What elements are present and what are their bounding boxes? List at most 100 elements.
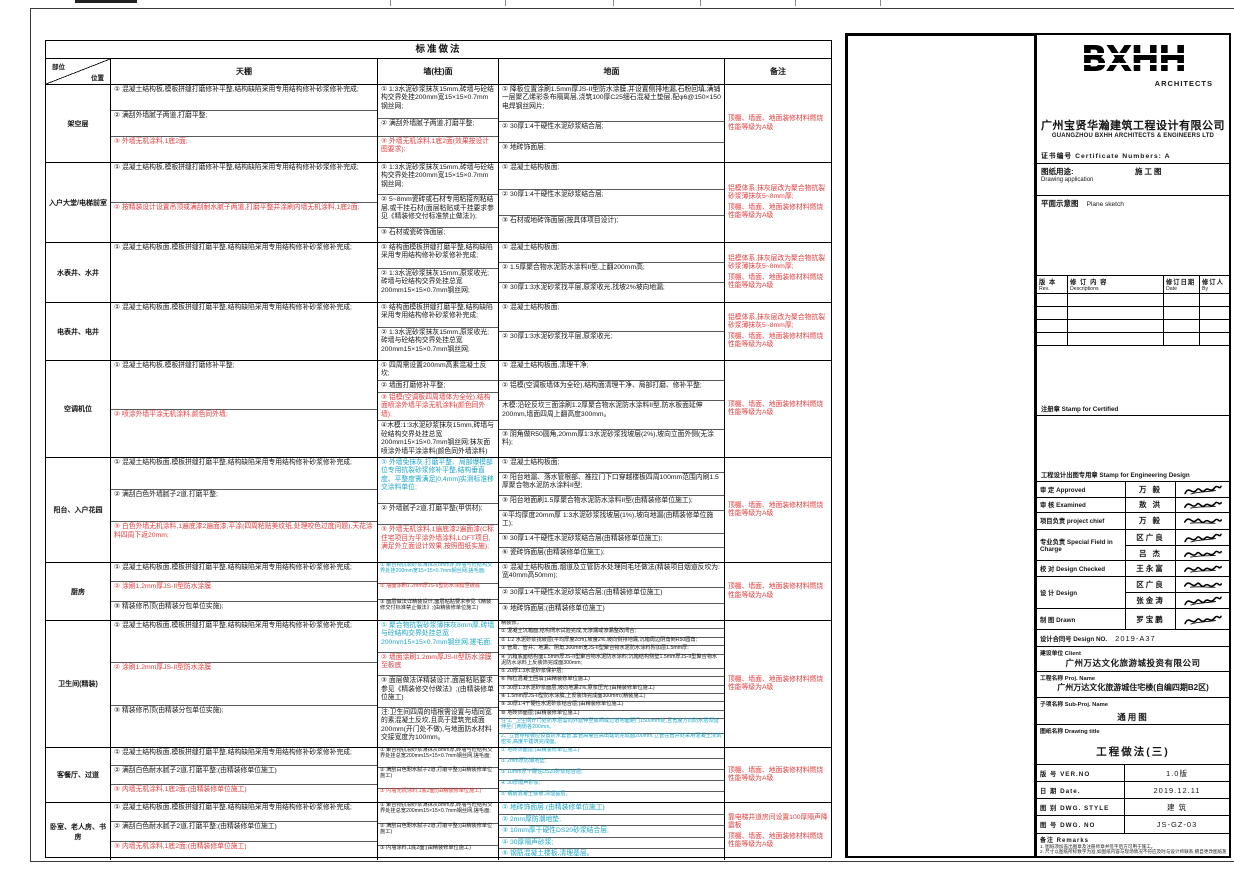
table-row: 架空层 ① 混凝土结构板,模板拼缝打磨修补平整,结构缺陷采用专用结构修补砂浆修补完… [46, 84, 831, 162]
spec-item: 顶棚、墙面、地面装修材料燃烧性能等级为A级 [728, 115, 824, 131]
spec-item: ② 满刮白色耐水腻子2道,打磨平整;(由精装修单位施工) [111, 765, 377, 783]
spec-item: ② 阳台地漏、落水管根部、推拉门下口穿越楼板四周100mm范围内刷1.5厚聚合物… [499, 471, 724, 495]
cell-ceiling: ① 混凝土结构板面,模板拼缝打磨平整,结构缺陷采用专用结构修补砂浆修补完成; ② … [110, 621, 377, 747]
signature-role-label: 制 图 Drawn [1040, 616, 1076, 624]
spec-item: ① 混凝土结构板面,模板拼缝打磨平整,结构缺陷采用专用结构修补砂浆修补完成; [114, 749, 352, 756]
row-location-label: 客餐厅、过道 [57, 772, 99, 779]
usage-label-en: Drawing application [1041, 177, 1094, 183]
crop-artifact-tick [613, 0, 614, 6]
signature-row: 审 定 Approved 万 毅 [1037, 482, 1229, 497]
spec-item: ③ 30厚1:3水泥砂浆找平层,原浆收光,找坡2%坡向地漏; [499, 282, 724, 302]
spec-item: 铝模体系,抹灰层改为聚合物抗裂砂浆薄抹灰5~8mm厚; [728, 313, 826, 330]
spec-item: ⑤ 钢筋混凝土楼板,清理基层。 [499, 848, 724, 860]
spec-item: 顶棚、墙面、地面装修材料燃烧性能等级为A级 [728, 501, 824, 517]
spec-item: ① 聚合物抗裂砂浆薄抹灰8mm厚,砖墙与砼结构交界处挂200mm宽15×15×0… [380, 563, 493, 574]
date-label: 日 期 Date. [1037, 782, 1125, 799]
corner-label-bottom: 位置 [91, 75, 104, 82]
dwg-no-label: 图 号 DWG. NO [1037, 816, 1125, 833]
drawing-title-section: 图纸名称 Drawing title 工程做法(三) [1037, 725, 1229, 765]
cell-ceiling: ① 混凝土结构板面,模板拼缝打磨平整,结构缺陷采用专用结构修补砂浆修补完成; ② … [110, 563, 377, 620]
revision-empty-row [1037, 293, 1229, 306]
spec-item: ③ 地砖饰面层;(由精装修单位施工) [499, 603, 724, 620]
spec-item: ② 墙面涂刷1.2mm厚JS-II型防水涂膜至板底 [378, 583, 498, 598]
table-row: 入户大堂/电梯前室 ① 混凝土结构板,模板拼缝打磨修补平整,结构缺陷采用专用结构修… [46, 162, 831, 242]
cell-ceiling: ① 混凝土结构板面,模板拼缝打磨平整,结构缺陷采用专用结构修补砂浆修补完成; ② … [110, 748, 377, 802]
revision-empty-row [1037, 306, 1229, 319]
dwg-style-label: 图 别 DWG. STYLE [1037, 799, 1125, 816]
spec-item: ② 2mm厚防潮地垫; [499, 758, 724, 769]
spec-item: ② 1:2 水泥砂浆找坡层(平均厚度2cm),坡度2%,坡向侧排地漏,沉箱周边阴… [499, 636, 724, 645]
signature-scribble [1176, 544, 1229, 561]
row-location-label: 卧室、老人房、书房 [50, 823, 106, 841]
title-block: BXHH ARCHITECTS 广州宝贤华瀚建筑工程设计有限公司 GUANGZH… [1035, 33, 1231, 858]
spec-item: ② 1.5厚聚合物水泥防水涂料II型,上翻200mm高; [499, 262, 724, 282]
spec-item: ③ 内墙无机涂料,1底2面;(由精装修单位施工) [111, 840, 377, 860]
header-cell-ceiling: 天棚 [110, 59, 377, 84]
spec-item: 顶棚、墙面、地面装修材料燃烧性能等级为A级 [728, 766, 824, 782]
spec-item: ③ 石材或瓷砖饰面层; [378, 226, 498, 242]
contract-row: 设计合同号 Design NO. 2019-A37 [1037, 630, 1229, 647]
spec-item: ① 混凝土结构板面,模板拼缝打磨平整,结构缺陷采用专用结构修补砂浆修补完成; [114, 304, 352, 311]
spec-item: ③ 面层做法详精装设计,面层粘贴要求参见《精装修交付做法》;(由精装修单位施工) [378, 675, 498, 707]
spec-item: ③ 地砖饰面层; [499, 141, 724, 162]
spec-item: ① 混凝土结构板面,模板拼缝打磨平整,结构缺陷采用专用结构修补砂浆修补完成; [114, 804, 352, 811]
revision-empty-row [1037, 332, 1229, 345]
cell-floor: ① 混凝土结构板面; ② 1.5厚聚合物水泥防水涂料II型,上翻200mm高; ③ … [498, 243, 724, 302]
spec-item: ① 1:3水泥砂浆抹灰15mm,砖墙与砼结构交界处挂200mm宽15×15×0.… [381, 86, 494, 110]
spec-item: ① 混凝土结构板面,烟道及立管防水处理同毛坯做法(精装项目烟道反坎为:宽40mm… [502, 564, 720, 580]
subproject-section: 子项名称 Sub-Proj. Name 通用图 [1037, 698, 1229, 725]
signer-name: 万 毅 [1138, 484, 1163, 494]
company-name-cn: 广州宝贤华瀚建筑工程设计有限公司 [1041, 120, 1225, 132]
dwg-style-value: 建 筑 [1166, 802, 1188, 812]
spec-item: ① 混凝土结构板面; [502, 164, 560, 171]
project-section: 工程名称 Proj. Name 广州万达文化旅游城住宅楼(自编四期B2区) [1037, 672, 1229, 698]
client-value: 广州万达文化旅游城投资有限公司 [1065, 658, 1201, 668]
version-value: 1.0版 [1166, 768, 1188, 778]
spec-item: ① 混凝土结构板面,模板拼缝打磨平整,结构缺陷采用专用结构修补砂浆修补完成; [114, 459, 352, 466]
spec-item: 注:卫生间四周的墙根需设置与墙同宽的素混凝土反坎,且高于建筑完成面200mm(开… [378, 706, 498, 747]
cell-floor: ① 混凝土结构板面,烟道及立管防水处理同毛坯做法(精装项目烟道反坎为:宽40mm… [498, 563, 724, 620]
row-location-label: 空调机位 [64, 406, 92, 413]
cell-wall: ① 1:3水泥砂浆抹灰15mm,砖墙与砼结构交界处挂200mm宽15×15×0.… [377, 85, 498, 162]
spec-item: ① 结构面模板拼缝打磨平整,结构缺陷采用专用结构修补砂浆修补完成; [381, 304, 493, 320]
contract-label: 设计合同号 Design NO. [1040, 635, 1108, 643]
cell-remarks: 顶棚、墙面、地面装修材料燃烧性能等级为A级 [724, 621, 831, 747]
cell-remarks: 铝模体系,抹灰层改为聚合物抗裂砂浆薄抹灰5~8mm厚; 顶棚、墙面、地面装修材料燃… [724, 303, 831, 360]
signer-name: 万 毅 [1138, 516, 1163, 526]
spec-item: ③ 面层做法详精装设计,面层粘贴要求参见《精装修交付标准禁止做法》;(由精装修单… [378, 598, 498, 620]
spec-item: ② 满刮外墙腻子两道,打磨平整; [111, 110, 377, 136]
cell-wall: ① 结构面模板拼缝打磨平整,结构缺陷采用专用结构修补砂浆修补完成; ② 1:3水泥… [377, 243, 498, 302]
table-row: 厨房 ① 混凝土结构板面,模板拼缝打磨平整,结构缺陷采用专用结构修补砂浆修补完成;… [46, 562, 831, 620]
cell-floor: ① 混凝土结构板面; ② 30厚1:4干硬性水泥砂浆结合层; ③ 石材或地砖饰面层(… [498, 163, 724, 242]
spec-item: 顶棚、墙面、地面装修材料燃烧性能等级为A级 [728, 203, 824, 219]
spec-item: ③ 阳台地面刷1.5厚聚合物水泥防水涂料II型(由精装修单位施工); [499, 494, 724, 510]
spec-item: ② 30厚1:4干硬性水泥砂浆结合层; [499, 188, 724, 216]
spec-item: 2、立管穿楼板应设置防水套管,套管高度应高出建筑完成面200mm,立管在管井处采… [499, 732, 724, 747]
drawing-title-label: 图纸名称 Drawing title [1040, 729, 1100, 735]
spec-item: ⑧ 1.5mm厚JS-II型防水涂膜,上反装饰完成面300mm;(精装施工) [499, 693, 724, 701]
spec-item: 顶棚、墙面、地面装修材料燃烧性能等级为A级 [728, 832, 824, 848]
spec-item: ① 混凝土结构板面; [502, 459, 560, 466]
signature-row: 校 对 Design Checked 王永富 [1037, 560, 1229, 577]
spec-item: ② 5~8mm瓷砖或石材专用粘接剂粘结层,或干挂石材(面层粘贴或干挂要求参见《精… [378, 194, 498, 226]
signature-scribble [1176, 592, 1229, 608]
table-row: 客餐厅、过道 ① 混凝土结构板面,模板拼缝打磨平整,结构缺陷采用专用结构修补砂浆修… [46, 747, 831, 802]
header-cell-remarks: 备注 [724, 59, 831, 84]
spec-item: ② 喷涂外墙平涂无机涂料,颜色同外墙; [111, 408, 377, 458]
row-location-label: 水表井、水井 [57, 269, 99, 277]
signature-role-label: 审 核 Examined [1040, 502, 1086, 510]
logo-subtitle: ARCHITECTS [1154, 79, 1213, 88]
cell-floor: ① 混凝土结构板面,清理干净; ② 铝模(空调板墙体为全砼),结构面清理干净、局部… [498, 361, 724, 457]
spec-item: ② 满刮白色耐水腻子2道,打磨平整;(由精装修单位施工) [111, 821, 377, 840]
project-value: 广州万达文化旅游城住宅楼(自编四期B2区) [1057, 683, 1209, 692]
signature-rows: 审 定 Approved 万 毅审 核 Examined 敖 洪项目负责 proje… [1037, 482, 1229, 630]
signature-scribble [1176, 530, 1229, 545]
spec-item: ① 混凝土结构板,模板拼缝打磨修补平整,结构缺陷采用专用结构修补砂浆修补完成; [114, 86, 359, 93]
spec-item: ② 满刮白色耐水腻子2道,打磨平整;(由精装修单位施工) [378, 823, 498, 844]
dwg-style-row: 图 别 DWG. STYLE 建 筑 [1037, 799, 1229, 817]
spec-item: ③ 石材或地砖饰面层(按具体项目设计); [499, 215, 724, 242]
signature-row: 审 核 Examined 敖 洪 [1037, 496, 1229, 512]
corner-label-top: 部位 [52, 64, 65, 71]
engineering-stamp-box: 工程设计出图专用章 Stamp for Engineering Design [1037, 416, 1229, 482]
